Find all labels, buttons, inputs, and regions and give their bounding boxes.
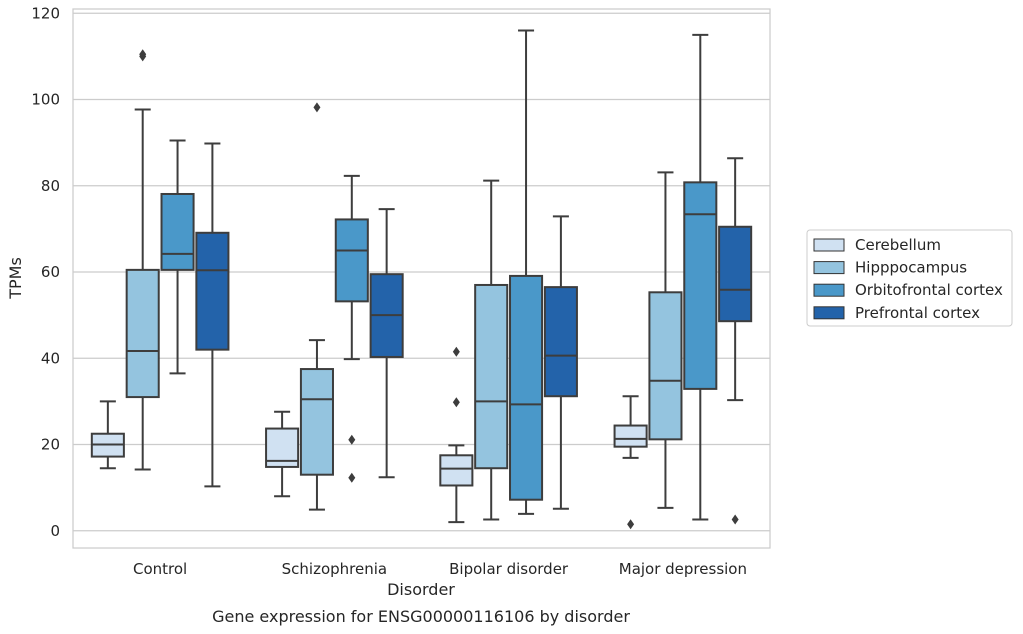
- legend-swatch: [813, 238, 845, 252]
- box-orbitofrontal-cortex: [334, 174, 369, 483]
- legend-label: Prefrontal cortex: [855, 304, 980, 322]
- outlier-point: [731, 514, 739, 525]
- legend-swatch: [813, 283, 845, 297]
- legend-swatch: [813, 306, 845, 320]
- x-tick-label: Major depression: [619, 560, 747, 578]
- box-body: [195, 231, 230, 351]
- box-body: [474, 283, 509, 470]
- box-body: [439, 454, 474, 487]
- box-body: [509, 274, 544, 501]
- chart-caption: Gene expression for ENSG00000116106 by d…: [212, 607, 630, 626]
- legend-frame: [806, 229, 1013, 327]
- outlier-point: [348, 472, 356, 483]
- y-tick-label: 60: [41, 263, 60, 281]
- x-tick-labels: Control Schizophrenia Bipolar disorder Majo…: [133, 560, 747, 578]
- outlier-point: [452, 397, 460, 408]
- outlier-point: [452, 346, 460, 357]
- box-hipppocampus: [648, 171, 683, 509]
- box-body: [718, 225, 753, 323]
- y-tick-label: 0: [50, 522, 60, 540]
- box-body: [613, 424, 648, 448]
- box-body: [334, 218, 369, 303]
- legend-label: Cerebellum: [855, 236, 941, 254]
- y-tick-label: 40: [41, 349, 60, 367]
- legend-label: Orbitofrontal cortex: [855, 281, 1003, 299]
- y-tick-labels: 0 20 40 60 80 100 120: [31, 4, 60, 539]
- legend-label: Hipppocampus: [855, 259, 967, 277]
- box-body: [683, 181, 718, 390]
- box-hipppocampus: [474, 179, 509, 521]
- box-hipppocampus: [299, 102, 334, 511]
- box-body: [160, 192, 195, 271]
- plot-frame: [72, 8, 771, 549]
- box-orbitofrontal-cortex: [683, 33, 718, 521]
- box-cerebellum: [265, 410, 300, 498]
- box-orbitofrontal-cortex: [160, 139, 195, 375]
- outlier-point: [139, 49, 147, 60]
- box-orbitofrontal-cortex: [509, 29, 544, 515]
- box-hipppocampus: [125, 49, 160, 471]
- box-cerebellum: [439, 346, 474, 524]
- box-body: [543, 286, 578, 398]
- y-tick-label: 80: [41, 177, 60, 195]
- gridlines: [73, 12, 770, 532]
- y-axis-title: TPMs: [6, 257, 25, 300]
- outlier-point: [627, 519, 635, 530]
- legend-swatch: [813, 261, 845, 275]
- box-cerebellum: [613, 395, 648, 530]
- box-prefrontal-cortex: [195, 142, 230, 488]
- box-cerebellum: [90, 400, 125, 470]
- x-tick-label: Control: [133, 560, 187, 578]
- x-tick-label: Bipolar disorder: [449, 560, 569, 578]
- outlier-point: [348, 434, 356, 445]
- box-body: [648, 291, 683, 441]
- box-body: [125, 268, 160, 399]
- x-tick-label: Schizophrenia: [282, 560, 387, 578]
- x-axis-title: Disorder: [387, 580, 455, 599]
- box-prefrontal-cortex: [369, 208, 404, 479]
- outlier-point: [313, 102, 321, 113]
- y-tick-label: 100: [31, 91, 60, 109]
- box-prefrontal-cortex: [543, 215, 578, 510]
- y-tick-label: 20: [41, 436, 60, 454]
- legend: Cerebellum Hipppocampus Orbitofrontal cort…: [806, 229, 1013, 327]
- box-groups: [90, 29, 753, 530]
- box-prefrontal-cortex: [718, 157, 753, 525]
- y-tick-label: 120: [31, 4, 60, 22]
- box-body: [299, 368, 334, 476]
